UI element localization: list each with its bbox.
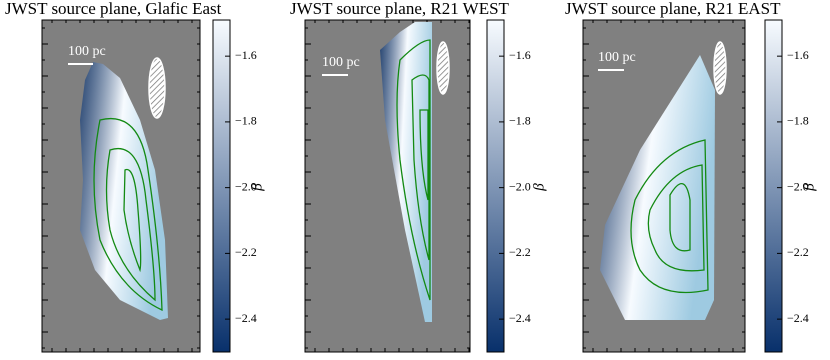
scale-bar-label: 100 pc xyxy=(68,44,106,59)
contour xyxy=(123,168,142,273)
colorbar-tick-label: −2.2 xyxy=(235,245,257,259)
colorbar-tick-label: −2.0 xyxy=(787,179,809,193)
contour xyxy=(669,183,691,252)
scale-bar-label: 100 pc xyxy=(322,55,360,70)
panel-title: JWST source plane, R21 WEST xyxy=(290,0,510,18)
source-region xyxy=(380,22,432,322)
colorbar-tick-label: −2.4 xyxy=(509,311,531,325)
colorbar-tick-label: −1.6 xyxy=(235,48,257,62)
colorbar-tick-label: −2.2 xyxy=(787,245,809,259)
panel: JWST source plane, R21 EAST 100 pc −1.6 −1.… xyxy=(565,0,817,353)
colorbar xyxy=(212,19,231,353)
colorbar-tick-label: −2.2 xyxy=(509,245,531,259)
colorbar-tick-label: −1.8 xyxy=(509,114,531,128)
colorbar-label: β xyxy=(249,183,265,192)
panel-title: JWST source plane, Glafic East xyxy=(5,0,222,18)
colorbar xyxy=(764,19,783,353)
panel: JWST source plane, Glafic East 100 pc −1.6… xyxy=(5,0,265,353)
beam xyxy=(148,57,166,119)
contour xyxy=(93,118,163,312)
colorbar-tick-label: −1.6 xyxy=(509,48,531,62)
scale-bar-label: 100 pc xyxy=(598,50,636,65)
beam xyxy=(436,41,450,95)
colorbar-tick-label: −2.0 xyxy=(235,179,257,193)
contour xyxy=(396,39,431,301)
colorbar-label: β xyxy=(531,183,547,192)
panel-title: JWST source plane, R21 EAST xyxy=(565,0,781,18)
colorbar xyxy=(486,19,505,353)
beam xyxy=(713,41,727,95)
contour xyxy=(105,148,156,302)
colorbar-tick-label: −2.4 xyxy=(235,311,257,325)
colorbar-tick-label: −1.6 xyxy=(787,48,809,62)
source-region xyxy=(600,55,715,320)
contour xyxy=(411,74,430,261)
colorbar-tick-label: −1.8 xyxy=(787,114,809,128)
colorbar-label: β xyxy=(801,183,817,192)
contour xyxy=(630,139,709,294)
colorbar-tick-label: −1.8 xyxy=(235,114,257,128)
contour xyxy=(647,164,705,272)
panel: JWST source plane, R21 WEST 100 pc −1.6 −1.… xyxy=(290,0,547,353)
colorbar-tick-label: −2.0 xyxy=(509,179,531,193)
colorbar-tick-label: −2.4 xyxy=(787,311,809,325)
contour xyxy=(419,109,429,201)
